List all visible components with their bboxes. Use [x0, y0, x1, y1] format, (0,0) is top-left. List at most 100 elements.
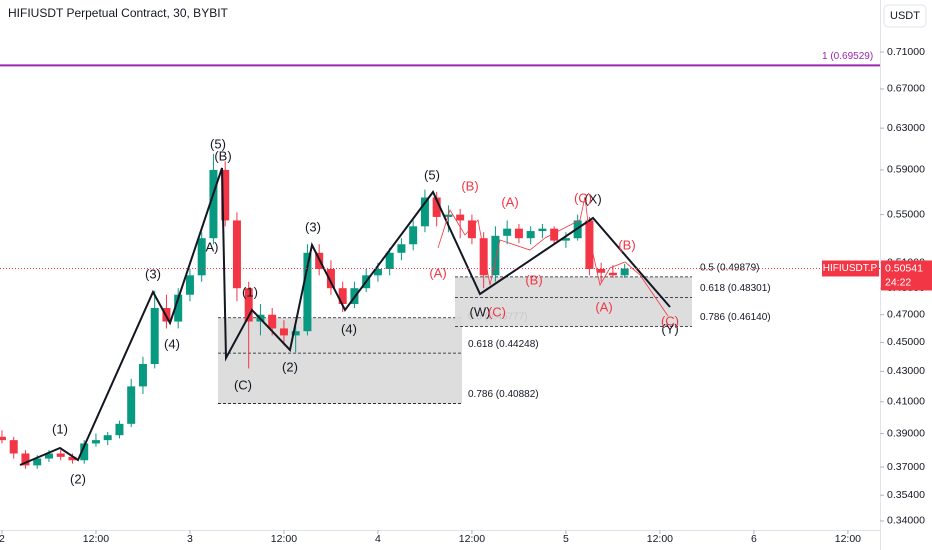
wave-label: (A)	[429, 265, 446, 280]
candle-body	[44, 453, 53, 459]
candle-body	[244, 288, 253, 322]
candle-body	[303, 252, 312, 332]
candle-body	[103, 435, 112, 441]
candle-body	[597, 268, 606, 273]
y-tick-label: 0.67000	[887, 83, 925, 95]
candle-body	[209, 169, 218, 239]
wave-label: (2)	[70, 471, 86, 486]
wave-label: (3)	[305, 219, 321, 234]
candle-body	[608, 272, 617, 276]
y-tick-label: 0.43000	[887, 365, 925, 377]
wave-label: (C)	[574, 190, 592, 205]
wave-label: (2)	[282, 359, 298, 374]
x-tick-label: 12:00	[271, 533, 297, 545]
x-tick-label: 12:00	[459, 533, 485, 545]
candle-body	[561, 238, 570, 241]
price-tag	[881, 260, 932, 291]
y-tick-label: 0.45000	[887, 336, 925, 348]
wave-label: (4)	[341, 321, 357, 336]
symbol-tag	[822, 260, 879, 277]
wave-label: (X)	[584, 191, 601, 206]
x-tick-label: 3	[187, 533, 193, 545]
candle-body	[585, 220, 594, 269]
wave-label: (1)	[242, 284, 258, 299]
wave-label: (B)	[214, 148, 231, 163]
wave-label: (4)	[164, 336, 180, 351]
candle-body	[538, 228, 547, 232]
currency-label: USDT	[890, 10, 920, 22]
candle-body	[385, 252, 394, 269]
price-tag-label: 0.50541	[885, 262, 923, 274]
candle-body	[232, 220, 241, 289]
wave-label: (3)	[145, 266, 161, 281]
y-tick-label: 0.59000	[887, 164, 925, 176]
candle-body	[291, 331, 300, 336]
wave-label: (1)	[52, 421, 68, 436]
candle-body	[150, 307, 159, 365]
fib-label: 0.786 (0.46140)	[700, 312, 771, 323]
sub-wave-line	[437, 196, 669, 317]
candle-body	[491, 235, 500, 276]
candle-body	[268, 314, 277, 329]
candle-body	[0, 436, 6, 441]
candle-body	[620, 268, 629, 276]
x-tick-label: 2	[0, 533, 5, 545]
x-tick-label: 6	[751, 533, 757, 545]
chart-title: HIFIUSDT Perpetual Contract, 30, BYBIT	[8, 6, 229, 20]
fib-label: 0.618 (0.48301)	[700, 283, 771, 294]
plot: 0.5 (0.46777)0.618 (0.44248)0.786 (0.408…	[0, 51, 880, 486]
y-tick-label: 0.63000	[887, 122, 925, 134]
y-tick-label: 0.55000	[887, 208, 925, 220]
candle-body	[221, 169, 230, 221]
wave-label: (A)	[501, 194, 518, 209]
x-tick-label: 12:00	[83, 533, 109, 545]
candle-body	[174, 294, 183, 322]
target-label: 1 (0.69529)	[822, 51, 873, 62]
wave-label: A)	[206, 239, 219, 254]
wave-label: (W)	[470, 304, 491, 319]
x-tick-label: 12:00	[647, 533, 673, 545]
wave-label: (Y)	[661, 321, 678, 336]
y-tick-label: 0.41000	[887, 395, 925, 407]
candle-body	[33, 458, 42, 466]
y-tick-label: 0.47000	[887, 309, 925, 321]
wave-line	[19, 167, 671, 466]
y-tick-label: 0.37000	[887, 461, 925, 473]
fib-label: 0.618 (0.44248)	[468, 339, 539, 350]
candle-body	[420, 197, 429, 227]
candle-body	[197, 238, 206, 276]
candle-body	[91, 440, 100, 444]
candle-body	[138, 364, 147, 387]
candle-body	[127, 386, 136, 424]
y-tick-label: 0.34000	[887, 515, 925, 527]
candle-body	[479, 238, 488, 276]
candle-body	[56, 453, 65, 457]
candle-body	[514, 228, 523, 239]
candle-body	[68, 456, 77, 461]
x-tick-label: 5	[563, 533, 569, 545]
candle-body	[373, 268, 382, 276]
currency-button[interactable]	[883, 4, 927, 28]
wave-label: (B)	[525, 272, 542, 287]
candle-body	[550, 228, 559, 241]
candle-body	[21, 453, 30, 466]
wave-label: (C)	[234, 377, 252, 392]
fib-label: 0.786 (0.40882)	[468, 389, 539, 400]
candle-body	[338, 288, 347, 304]
candle-body	[80, 443, 89, 461]
x-tick-label: 4	[375, 533, 381, 545]
candle-body	[467, 220, 476, 239]
y-tick-label: 0.39000	[887, 427, 925, 439]
y-tick-label: 0.71000	[887, 46, 925, 58]
wave-label: (B)	[461, 178, 478, 193]
candle-body	[432, 197, 441, 217]
candle-body	[115, 423, 124, 436]
wave-label: (C)	[661, 313, 679, 328]
candle-body	[526, 231, 535, 239]
wave-label: (B)	[618, 237, 635, 252]
wave-label: (C)	[488, 304, 506, 319]
candle-body	[503, 228, 512, 236]
wave-label: (5)	[424, 167, 440, 182]
candle-body	[279, 328, 288, 336]
